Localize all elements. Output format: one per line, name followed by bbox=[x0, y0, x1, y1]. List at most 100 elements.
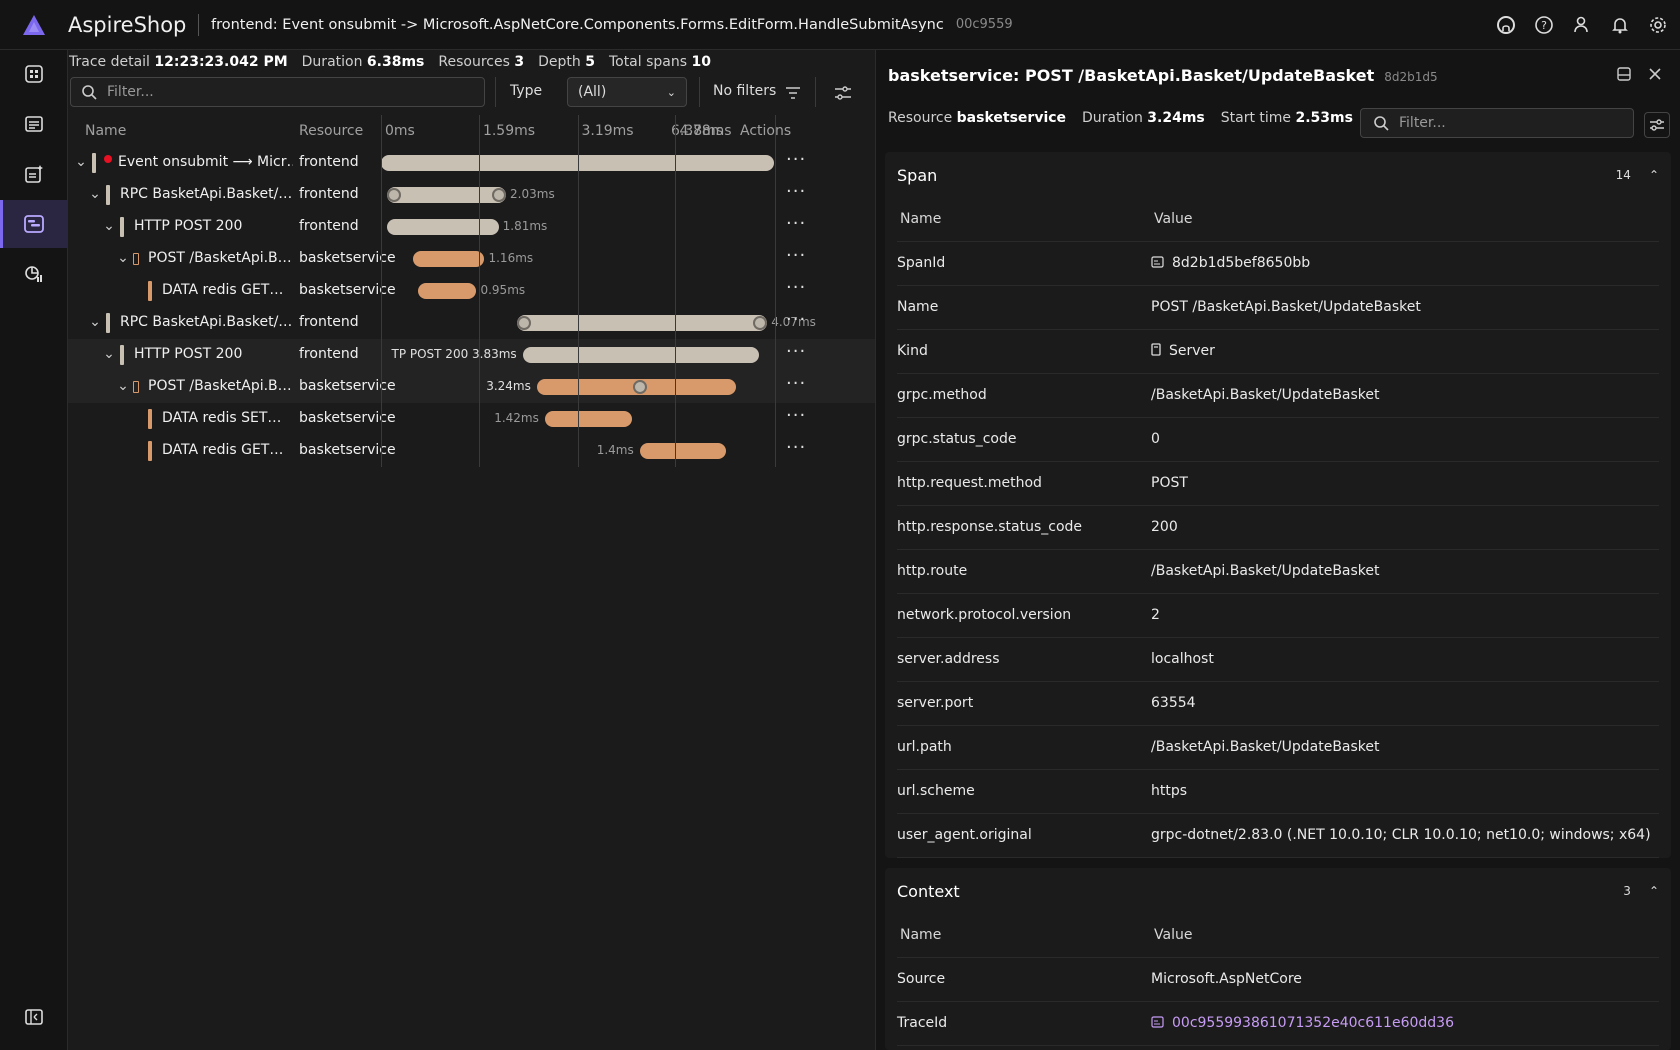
property-row[interactable]: http.request.method POST bbox=[897, 462, 1659, 506]
actions-menu-icon[interactable]: ··· bbox=[786, 373, 807, 394]
span-row[interactable]: DATA redis GET… basketservice 1.4ms ··· bbox=[68, 435, 875, 467]
span-row[interactable]: DATA redis SET… basketservice 1.42ms ··· bbox=[68, 403, 875, 435]
collapse-nav-icon[interactable] bbox=[0, 993, 68, 1041]
span-row[interactable]: ⌄ HTTP POST 200 frontend 1.81ms ··· bbox=[68, 211, 875, 243]
actions-menu-icon[interactable]: ··· bbox=[786, 213, 807, 234]
timeline-handle[interactable] bbox=[753, 316, 768, 330]
span-timeline-bar[interactable] bbox=[417, 283, 477, 299]
account-icon[interactable] bbox=[1570, 13, 1594, 37]
name-header: Name bbox=[900, 927, 942, 943]
chevron-down-icon[interactable]: ⌄ bbox=[89, 186, 101, 202]
bell-icon[interactable] bbox=[1608, 13, 1632, 37]
span-row[interactable]: ⌄ RPC BasketApi.Basket/… frontend 2.03ms ··· bbox=[68, 179, 875, 211]
actions-menu-icon[interactable]: ··· bbox=[786, 309, 807, 330]
property-filter-input[interactable] bbox=[1399, 115, 1619, 131]
aspire-logo-icon[interactable] bbox=[0, 0, 68, 50]
actions-menu-icon[interactable]: ··· bbox=[786, 437, 807, 458]
span-row[interactable]: DATA redis GET… basketservice 0.95ms ··· bbox=[68, 275, 875, 307]
span-row[interactable]: ⌄ HTTP POST 200 frontend TP POST 200 3.83ms… bbox=[68, 339, 875, 371]
chevron-down-icon[interactable]: ⌄ bbox=[89, 314, 101, 330]
property-row[interactable]: url.path/BasketApi.Basket/UpdateBasket bbox=[897, 726, 1659, 770]
property-row[interactable]: network.protocol.version 2 bbox=[897, 594, 1659, 638]
split-view-icon[interactable] bbox=[1616, 66, 1632, 86]
property-row[interactable]: Source Microsoft.AspNetCore bbox=[897, 958, 1659, 1002]
timeline-handle[interactable] bbox=[632, 380, 647, 394]
timeline-handle[interactable] bbox=[387, 188, 402, 202]
chevron-down-icon[interactable]: ⌄ bbox=[103, 346, 115, 362]
actions-menu-icon[interactable]: ··· bbox=[786, 405, 807, 426]
actions-menu-icon[interactable]: ··· bbox=[786, 341, 807, 362]
context-section-header[interactable]: Context 3 ⌃ bbox=[885, 868, 1671, 914]
svg-text:?: ? bbox=[1541, 19, 1547, 32]
span-filter[interactable] bbox=[70, 77, 485, 107]
gear-icon[interactable] bbox=[1646, 13, 1670, 37]
property-row[interactable]: grpc.status_code 0 bbox=[897, 418, 1659, 462]
property-row[interactable]: TraceId 00c955993861071352e40c611e60dd36 bbox=[897, 1002, 1659, 1046]
span-row[interactable]: ⌄ POST /BasketApi.B… basketservice 3.24ms ··… bbox=[68, 371, 875, 403]
actions-menu-icon[interactable]: ··· bbox=[786, 245, 807, 266]
chevron-down-icon[interactable]: ⌄ bbox=[75, 154, 87, 170]
settings-sliders-icon[interactable] bbox=[1644, 112, 1670, 138]
timeline-tick-label: 3.19ms bbox=[581, 123, 634, 139]
span-timeline-bar[interactable] bbox=[387, 187, 507, 203]
settings-sliders-icon[interactable] bbox=[833, 83, 853, 103]
filter-icon[interactable] bbox=[783, 83, 803, 103]
github-icon[interactable] bbox=[1494, 13, 1518, 37]
help-icon[interactable]: ? bbox=[1532, 13, 1556, 37]
span-name: HTTP POST 200 bbox=[134, 218, 243, 234]
property-value-text[interactable]: 00c955993861071352e40c611e60dd36 bbox=[1172, 1015, 1454, 1031]
nav-metrics-icon[interactable] bbox=[0, 250, 68, 298]
property-value: grpc-dotnet/2.83.0 (.NET 10.0.10; CLR 10… bbox=[1151, 827, 1651, 843]
timeline-handle[interactable] bbox=[492, 188, 507, 202]
span-timeline-bar[interactable] bbox=[387, 219, 499, 235]
property-row[interactable]: user_agent.original grpc-dotnet/2.83.0 (.… bbox=[897, 814, 1659, 858]
property-filter[interactable] bbox=[1360, 108, 1634, 138]
span-timeline-bar[interactable] bbox=[522, 347, 759, 363]
span-duration-label: 2.03ms bbox=[510, 187, 555, 201]
chevron-up-icon[interactable]: ⌃ bbox=[1648, 884, 1659, 898]
span-section-header[interactable]: Span 14 ⌃ bbox=[885, 152, 1671, 198]
actions-menu-icon[interactable]: ··· bbox=[786, 277, 807, 298]
property-value-text: POST bbox=[1151, 475, 1188, 491]
close-icon[interactable] bbox=[1647, 66, 1663, 86]
nav-console-icon[interactable] bbox=[0, 100, 68, 148]
timeline-handle[interactable] bbox=[516, 316, 531, 330]
property-row[interactable]: grpc.method/BasketApi.Basket/UpdateBaske… bbox=[897, 374, 1659, 418]
property-row[interactable]: server.port 63554 bbox=[897, 682, 1659, 726]
actions-menu-icon[interactable]: ··· bbox=[786, 181, 807, 202]
property-row[interactable]: SpanId 8d2b1d5bef8650bb bbox=[897, 242, 1659, 286]
property-value: 00c955993861071352e40c611e60dd36 bbox=[1151, 1015, 1454, 1032]
property-row[interactable]: server.address localhost bbox=[897, 638, 1659, 682]
property-row[interactable]: url.scheme https bbox=[897, 770, 1659, 814]
depth-label: Depth bbox=[538, 54, 581, 70]
span-filter-input[interactable] bbox=[107, 84, 467, 100]
property-row[interactable]: Kind Server bbox=[897, 330, 1659, 374]
property-value: Microsoft.AspNetCore bbox=[1151, 971, 1302, 987]
column-resource[interactable]: Resource bbox=[299, 123, 364, 139]
span-timeline-bar[interactable] bbox=[544, 411, 633, 427]
column-name[interactable]: Name bbox=[85, 123, 127, 139]
nav-structured-logs-icon[interactable] bbox=[0, 150, 68, 198]
span-timeline-bar[interactable] bbox=[413, 251, 485, 267]
type-select[interactable]: (All) ⌄ bbox=[567, 77, 687, 107]
span-row[interactable]: ⌄ RPC BasketApi.Basket/… frontend 4.07ms ··· bbox=[68, 307, 875, 339]
span-resource: frontend bbox=[299, 346, 359, 362]
chevron-down-icon[interactable]: ⌄ bbox=[117, 250, 129, 266]
chevron-down-icon[interactable]: ⌄ bbox=[103, 218, 115, 234]
nav-resources-icon[interactable] bbox=[0, 50, 68, 98]
span-row[interactable]: ⌄ Event onsubmit ⟶ Micr… frontend ··· bbox=[68, 147, 875, 179]
span-timeline-bar[interactable] bbox=[516, 315, 768, 331]
property-value: POST bbox=[1151, 475, 1188, 491]
span-row[interactable]: ⌄ POST /BasketApi.B… basketservice 1.16ms ··… bbox=[68, 243, 875, 275]
chevron-up-icon[interactable]: ⌃ bbox=[1648, 168, 1659, 182]
property-row[interactable]: http.route/BasketApi.Basket/UpdateBasket bbox=[897, 550, 1659, 594]
span-timeline-bar[interactable] bbox=[639, 443, 726, 459]
actions-menu-icon[interactable]: ··· bbox=[786, 149, 807, 170]
property-row[interactable]: http.response.status_code 200 bbox=[897, 506, 1659, 550]
span-duration-label: Duration bbox=[1082, 110, 1143, 126]
chevron-down-icon[interactable]: ⌄ bbox=[117, 378, 129, 394]
property-row[interactable]: Name POST /BasketApi.Basket/UpdateBasket bbox=[897, 286, 1659, 330]
context-section-count: 3 bbox=[1623, 884, 1631, 898]
app-name[interactable]: AspireShop bbox=[68, 12, 187, 37]
nav-traces-icon[interactable] bbox=[0, 200, 68, 248]
